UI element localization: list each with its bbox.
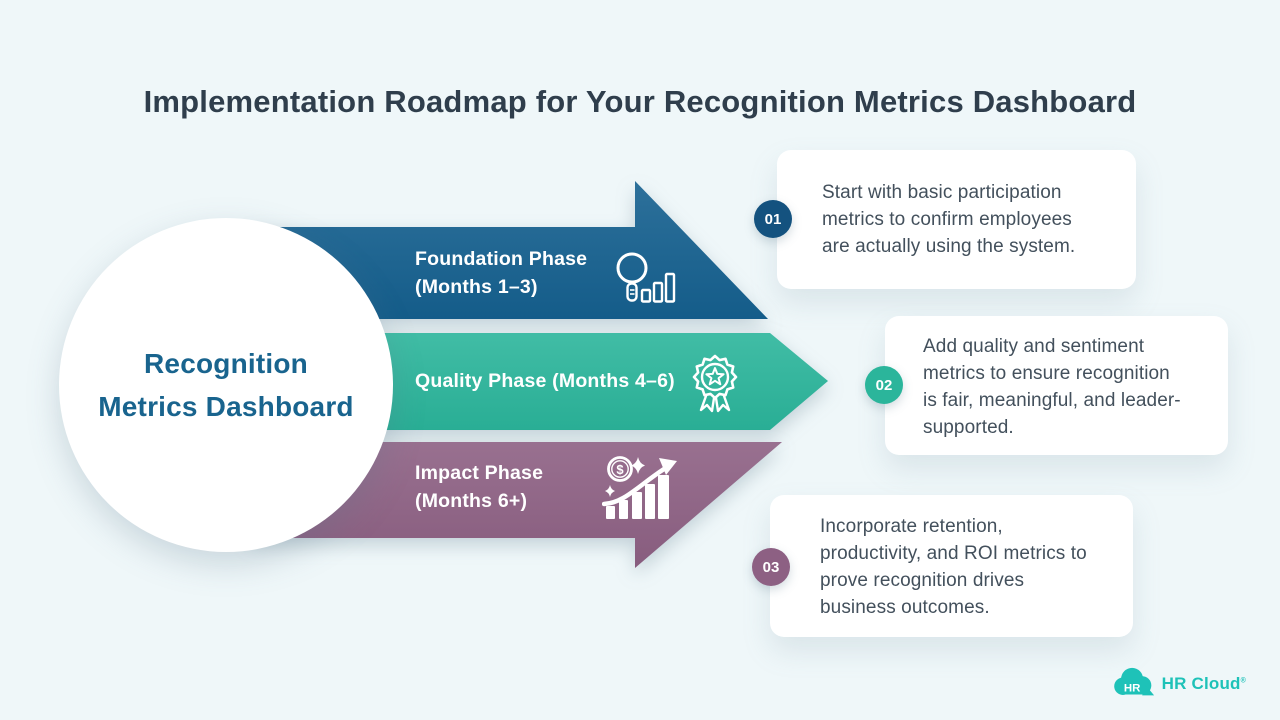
foundation-phase-card: Start with basic participation metrics t… [777, 150, 1136, 289]
hub-label: Recognition Metrics Dashboard [98, 348, 354, 422]
hr-cloud-logo: HR HR Cloud® [1111, 667, 1246, 700]
step-badge-03: 03 [752, 548, 790, 586]
hr-cloud-wordmark: HR Cloud® [1161, 673, 1246, 693]
coin-growth-arrow-icon: $ [602, 456, 677, 519]
hr-cloud-mark: HR [1123, 682, 1140, 694]
hub-circle: Recognition Metrics Dashboard [59, 218, 393, 552]
impact-phase-card: Incorporate retention, productivity, and… [770, 495, 1133, 637]
award-ribbon-icon [692, 354, 738, 413]
quality-phase-label: Quality Phase (Months 4–6) [415, 370, 675, 392]
foundation-phase-label: Foundation Phase (Months 1–3) [415, 248, 588, 298]
step-badge-02: 02 [865, 366, 903, 404]
magnifier-bar-chart-icon [616, 252, 676, 303]
impact-phase-description: Incorporate retention, productivity, and… [820, 516, 1087, 618]
trademark-symbol: ® [1240, 676, 1246, 684]
page-title: Implementation Roadmap for Your Recognit… [143, 84, 1137, 119]
step-badge-01: 01 [754, 200, 792, 238]
quality-phase-description: Add quality and sentiment metrics to ens… [923, 336, 1181, 438]
impact-phase-label: Impact Phase (Months 6+) [415, 462, 544, 512]
foundation-phase-description: Start with basic participation metrics t… [822, 182, 1076, 257]
svg-text:$: $ [616, 462, 624, 477]
hr-cloud-cloud-icon: HR [1113, 667, 1154, 696]
quality-phase-card: Add quality and sentiment metrics to ens… [885, 316, 1228, 455]
